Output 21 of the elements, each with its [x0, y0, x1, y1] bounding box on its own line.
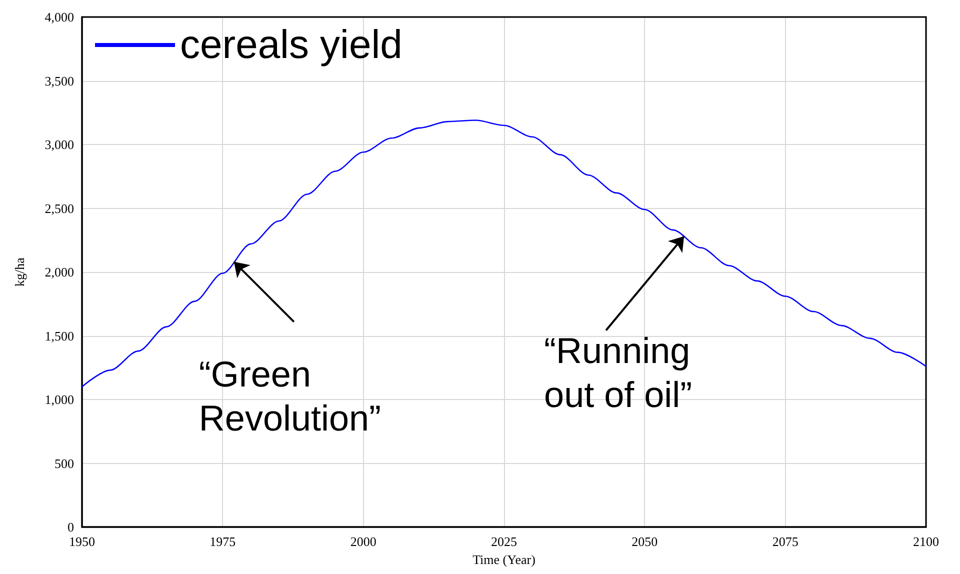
x-tick-label: 2025 — [491, 534, 517, 549]
y-tick-label: 2,500 — [44, 200, 74, 216]
x-tick-label: 2100 — [913, 534, 939, 549]
y-tick-label: 1,000 — [44, 392, 74, 407]
annotation: “Green Revolution” — [198, 353, 382, 438]
x-axis-title: Time (Year) — [472, 552, 536, 567]
x-tick-label: 1975 — [210, 534, 236, 549]
annotation: “Running out of oil” — [544, 330, 692, 415]
x-tick-label: 1950 — [69, 534, 95, 549]
x-tick-label: 2000 — [350, 534, 376, 549]
y-tick-label: 1,500 — [44, 328, 74, 344]
y-tick-label: 4,000 — [44, 10, 74, 24]
y-tick-label: 2,000 — [44, 264, 74, 280]
legend-label: cereals yield — [180, 23, 402, 67]
y-axis-title: kg/ha — [12, 257, 27, 286]
y-tick-label: 0 — [68, 520, 74, 534]
y-tick-label: 500 — [54, 456, 74, 471]
x-tick-label: 2075 — [772, 534, 798, 549]
y-tick-label: 3,500 — [44, 73, 74, 88]
x-tick-label: 2050 — [632, 534, 658, 549]
y-tick-label: 3,000 — [44, 137, 74, 152]
